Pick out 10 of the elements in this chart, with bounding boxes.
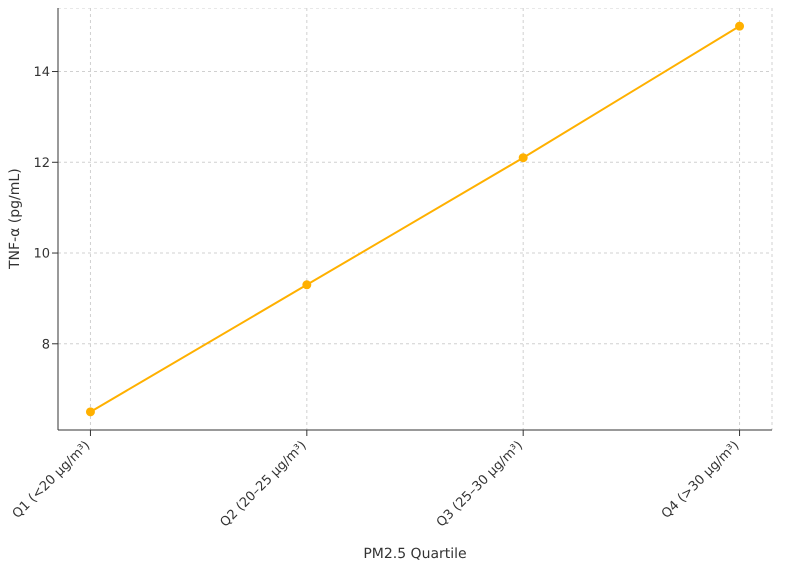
y-tick-label: 10 [33, 246, 50, 262]
x-axis-title: PM2.5 Quartile [363, 546, 467, 562]
y-axis-title: TNF-α (pg/mL) [6, 168, 23, 270]
point [518, 153, 528, 162]
point [735, 22, 744, 31]
point [86, 407, 95, 416]
y-tick-label: 12 [33, 156, 50, 171]
y-tick-label: 14 [33, 65, 50, 80]
y-tick-label: 8 [42, 337, 50, 352]
point [302, 280, 312, 290]
